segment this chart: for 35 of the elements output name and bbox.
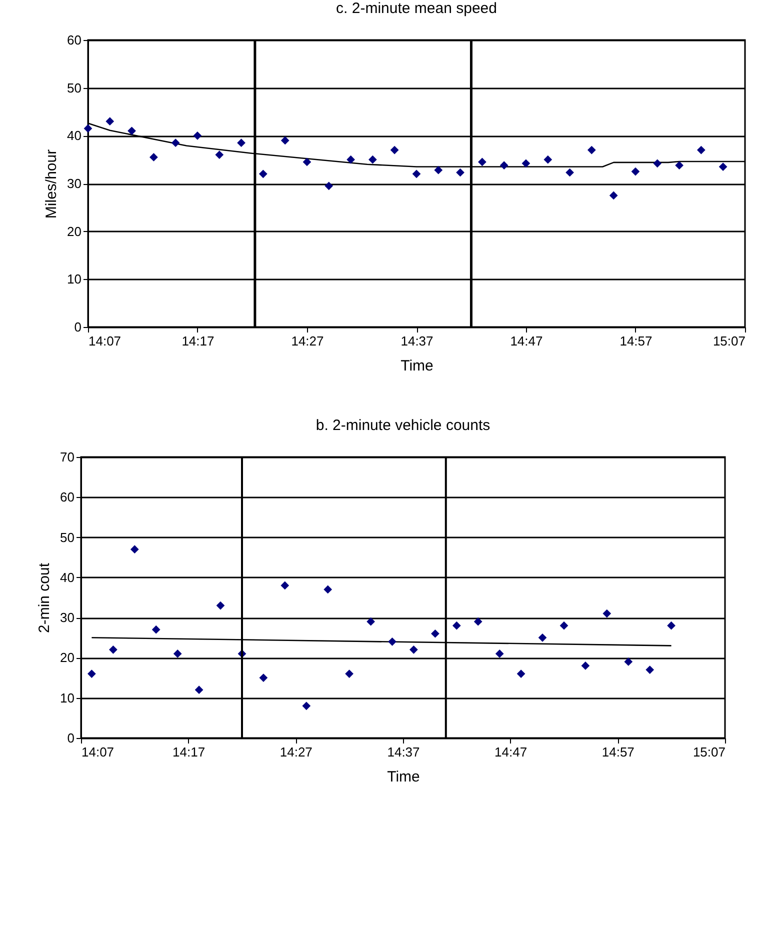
y-tick-label: 40 xyxy=(60,570,74,585)
chart-title: c. 2-minute mean speed xyxy=(336,0,497,17)
x-tick-label: 14:07 xyxy=(82,744,114,760)
x-tick-label: 14:57 xyxy=(602,744,634,760)
y-tick-label: 0 xyxy=(67,730,74,746)
y-tick-label: 10 xyxy=(67,272,82,287)
y-tick-label: 30 xyxy=(60,610,74,626)
x-tick-label: 14:37 xyxy=(400,334,434,348)
y-tick-label: 20 xyxy=(67,224,82,239)
y-tick-label: 0 xyxy=(74,320,82,334)
x-tick-label: 14:47 xyxy=(494,744,528,760)
x-tick-label: 15:07 xyxy=(692,744,726,760)
y-axis-title: Miles/hour xyxy=(43,149,60,219)
y-tick-label: 30 xyxy=(67,176,82,191)
y-tick-label: 20 xyxy=(60,650,74,666)
y-tick-label: 50 xyxy=(67,80,82,96)
x-tick-label: 14:07 xyxy=(88,334,122,348)
x-tick-label: 14:27 xyxy=(291,334,324,348)
x-tick-label: 14:37 xyxy=(387,744,420,760)
chart-title: b. 2-minute vehicle counts xyxy=(316,417,490,434)
y-tick-label: 60 xyxy=(60,490,74,505)
x-tick-label: 15:07 xyxy=(712,334,746,348)
y-tick-label: 40 xyxy=(67,128,82,144)
x-tick-label: 14:17 xyxy=(172,744,206,760)
x-tick-label: 14:17 xyxy=(182,334,214,348)
x-axis-title: Time xyxy=(387,768,420,786)
x-tick-label: 14:47 xyxy=(510,334,543,348)
y-tick-label: 10 xyxy=(60,690,74,706)
x-tick-label: 14:27 xyxy=(280,744,312,760)
y-tick-label: 50 xyxy=(60,530,74,545)
x-axis-title: Time xyxy=(400,358,434,374)
y-tick-label: 70 xyxy=(60,450,74,464)
y-axis-title: 2-min cout xyxy=(36,562,54,634)
x-tick-label: 14:57 xyxy=(620,334,652,348)
y-tick-label: 60 xyxy=(67,32,82,48)
